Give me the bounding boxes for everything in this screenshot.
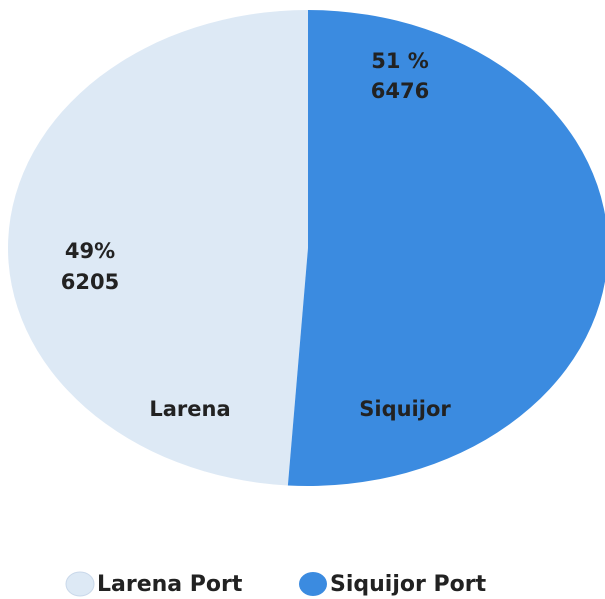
category-label: Larena — [149, 397, 230, 421]
percentage-label: 49% — [65, 239, 115, 263]
legend-label: Siquijor Port — [330, 572, 487, 597]
legend-marker — [66, 572, 94, 596]
value-label: 6476 — [371, 79, 429, 103]
legend-marker — [299, 572, 327, 596]
legend-label: Larena Port — [97, 572, 243, 597]
value-label: 6205 — [61, 270, 119, 294]
percentage-label: 51 % — [371, 49, 429, 73]
category-label: Siquijor — [359, 397, 451, 421]
chart: 49% 6205 Larena 51 % 6476 Siquijor Larena Port… — [0, 0, 605, 599]
